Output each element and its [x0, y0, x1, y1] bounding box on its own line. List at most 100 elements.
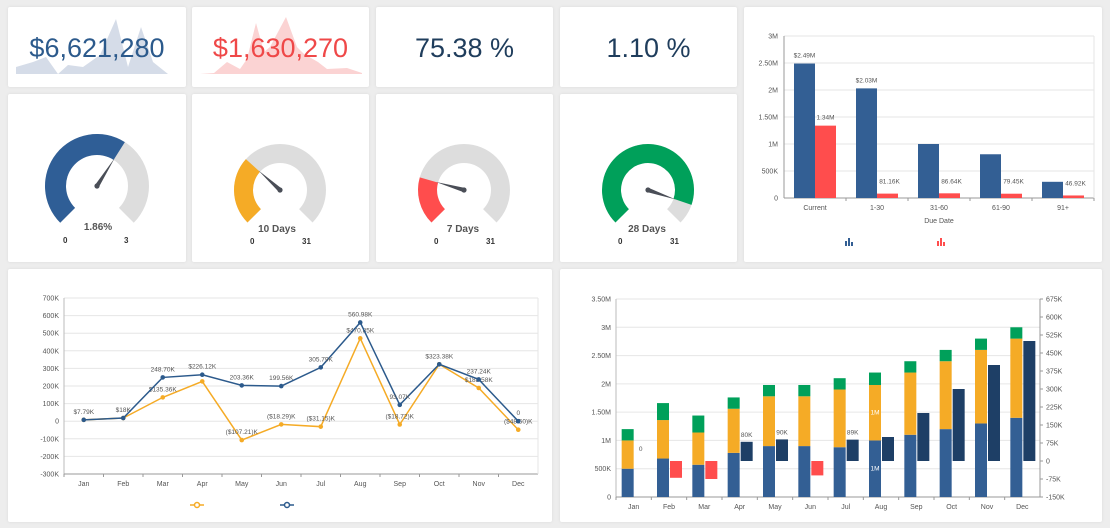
y-tick-label: 100K — [43, 401, 60, 408]
legend-bar-part — [845, 241, 847, 246]
legend-bar-icon-0[interactable] — [845, 238, 853, 246]
y2-tick-label: 450K — [1046, 351, 1063, 358]
series-point — [436, 361, 442, 367]
x-tick-label: 1-30 — [870, 205, 884, 212]
y-tick-label: 600K — [43, 313, 60, 320]
series-point — [199, 372, 205, 378]
kpi-card-percent-b: 1.10 % — [560, 7, 737, 87]
stack-segment-1 — [904, 372, 917, 435]
data-label: 0 — [639, 446, 643, 453]
stack-segment-2 — [798, 384, 811, 397]
stack-segment-2 — [939, 349, 952, 362]
stack-segment-1 — [621, 440, 634, 469]
y2-tick-label: 300K — [1046, 387, 1063, 394]
series-point — [199, 379, 205, 384]
x-tick-label: Jan — [628, 504, 639, 511]
series-point — [160, 395, 166, 400]
series-point — [318, 424, 324, 429]
y-tick-label: 400K — [43, 348, 60, 355]
stack-segment-1 — [869, 384, 881, 441]
data-label: 1.34M — [816, 115, 834, 122]
gauge-card-1: 10 Days 0 31 — [192, 94, 369, 262]
gauge-1-max: 31 — [302, 237, 311, 246]
waterfall-bar — [670, 461, 682, 478]
x-tick-label: Jun — [276, 481, 287, 488]
gauge-needle-hub — [461, 187, 467, 193]
data-label: ($18.29)K — [267, 413, 296, 420]
gauge-1 — [234, 144, 326, 223]
y-tick-label: 500K — [43, 331, 60, 338]
gauge-value-arc — [234, 159, 261, 223]
bar-red — [1001, 193, 1022, 198]
series-point — [397, 422, 403, 427]
gauge-needle — [258, 170, 282, 192]
trend-line-chart-card: -300K -200K -100K 0 100K 200K 300K 400K 500K 600K… — [8, 269, 552, 522]
data-label: 237.24K — [467, 368, 492, 375]
x-tick-label: 61-90 — [992, 205, 1010, 212]
legend-bar-icon-1[interactable] — [937, 238, 945, 246]
data-label: 89K — [847, 430, 859, 437]
stack-segment-2 — [904, 361, 917, 373]
stack-segment-0 — [798, 446, 811, 497]
x-tick-label: Jul — [316, 481, 325, 488]
waterfall-bar — [988, 365, 1000, 461]
stack-segment-1 — [833, 389, 846, 448]
x-tick-label: Nov — [981, 504, 994, 511]
stack-segment-1 — [798, 396, 811, 447]
stack-segment-2 — [657, 403, 669, 421]
legend-line-icon-1[interactable] — [280, 501, 294, 509]
legend-line-icon-0[interactable] — [190, 501, 204, 509]
x-tick-label: Jul — [841, 504, 850, 511]
stack-segment-0 — [904, 434, 917, 497]
gauge-0-value-label: 1.86% — [83, 222, 113, 233]
series-point — [397, 402, 403, 408]
y2-tick-label: 225K — [1046, 405, 1063, 412]
stack-segment-2 — [1010, 327, 1023, 339]
sparkline-overdue — [200, 17, 362, 74]
legend-bar-part — [943, 242, 945, 246]
gauge-1-min: 0 — [250, 237, 255, 246]
y2-tick-label: 375K — [1046, 369, 1063, 376]
data-label: 93.07K — [389, 394, 410, 401]
series-point — [278, 422, 284, 427]
x-tick-label: Feb — [117, 481, 129, 488]
bar-blue — [1042, 181, 1063, 198]
legend-marker — [193, 501, 201, 509]
data-label: ($18.72)K — [385, 413, 414, 420]
inner-label: 1M — [870, 466, 879, 473]
stack-segment-0 — [763, 446, 775, 497]
y-tick-label: 3M — [768, 34, 778, 41]
gauge-0-max: 3 — [124, 236, 129, 245]
x-tick-label: Sep — [394, 481, 407, 488]
y-tick-label: 2.50M — [592, 353, 612, 360]
x-tick-label: May — [768, 504, 782, 511]
kpi-value-overdue: $1,630,270 — [212, 33, 349, 63]
data-label: 199.56K — [269, 375, 294, 382]
gauge-3-max: 31 — [670, 237, 679, 246]
data-label: $135.36K — [149, 386, 177, 393]
data-label: $18K — [116, 407, 132, 414]
aging-bar-chart: 0 500K 1M 1.50M 2M 2.50M 3M Current $2.49M 1.34M 1… — [759, 34, 1095, 246]
bar-red — [939, 193, 960, 198]
stack-segment-2 — [763, 384, 775, 397]
x-tick-label: May — [235, 481, 249, 488]
stack-segment-0 — [621, 468, 634, 497]
data-label: $2.03M — [856, 77, 878, 84]
series-line-1 — [83, 321, 519, 422]
y2-tick-label: 525K — [1046, 333, 1063, 340]
y2-tick-label: -75K — [1046, 477, 1061, 484]
bar-blue — [980, 154, 1001, 198]
stack-segment-0 — [657, 458, 669, 497]
bar-blue — [918, 144, 939, 198]
y-tick-label: -100K — [40, 436, 59, 443]
data-label: 203.36K — [230, 374, 255, 381]
stack-segment-2 — [869, 372, 881, 385]
x-tick-label: Mar — [157, 481, 170, 488]
aging-chart-card: 0 500K 1M 1.50M 2M 2.50M 3M Current $2.49M 1.34M 1… — [744, 7, 1102, 262]
y2-tick-label: 675K — [1046, 297, 1063, 304]
data-label: $226.12K — [188, 364, 216, 371]
y-tick-label: 2.50M — [759, 61, 779, 68]
stack-segment-1 — [692, 432, 705, 465]
y-tick-label: 1.50M — [592, 410, 612, 417]
stack-segment-0 — [1010, 417, 1023, 497]
